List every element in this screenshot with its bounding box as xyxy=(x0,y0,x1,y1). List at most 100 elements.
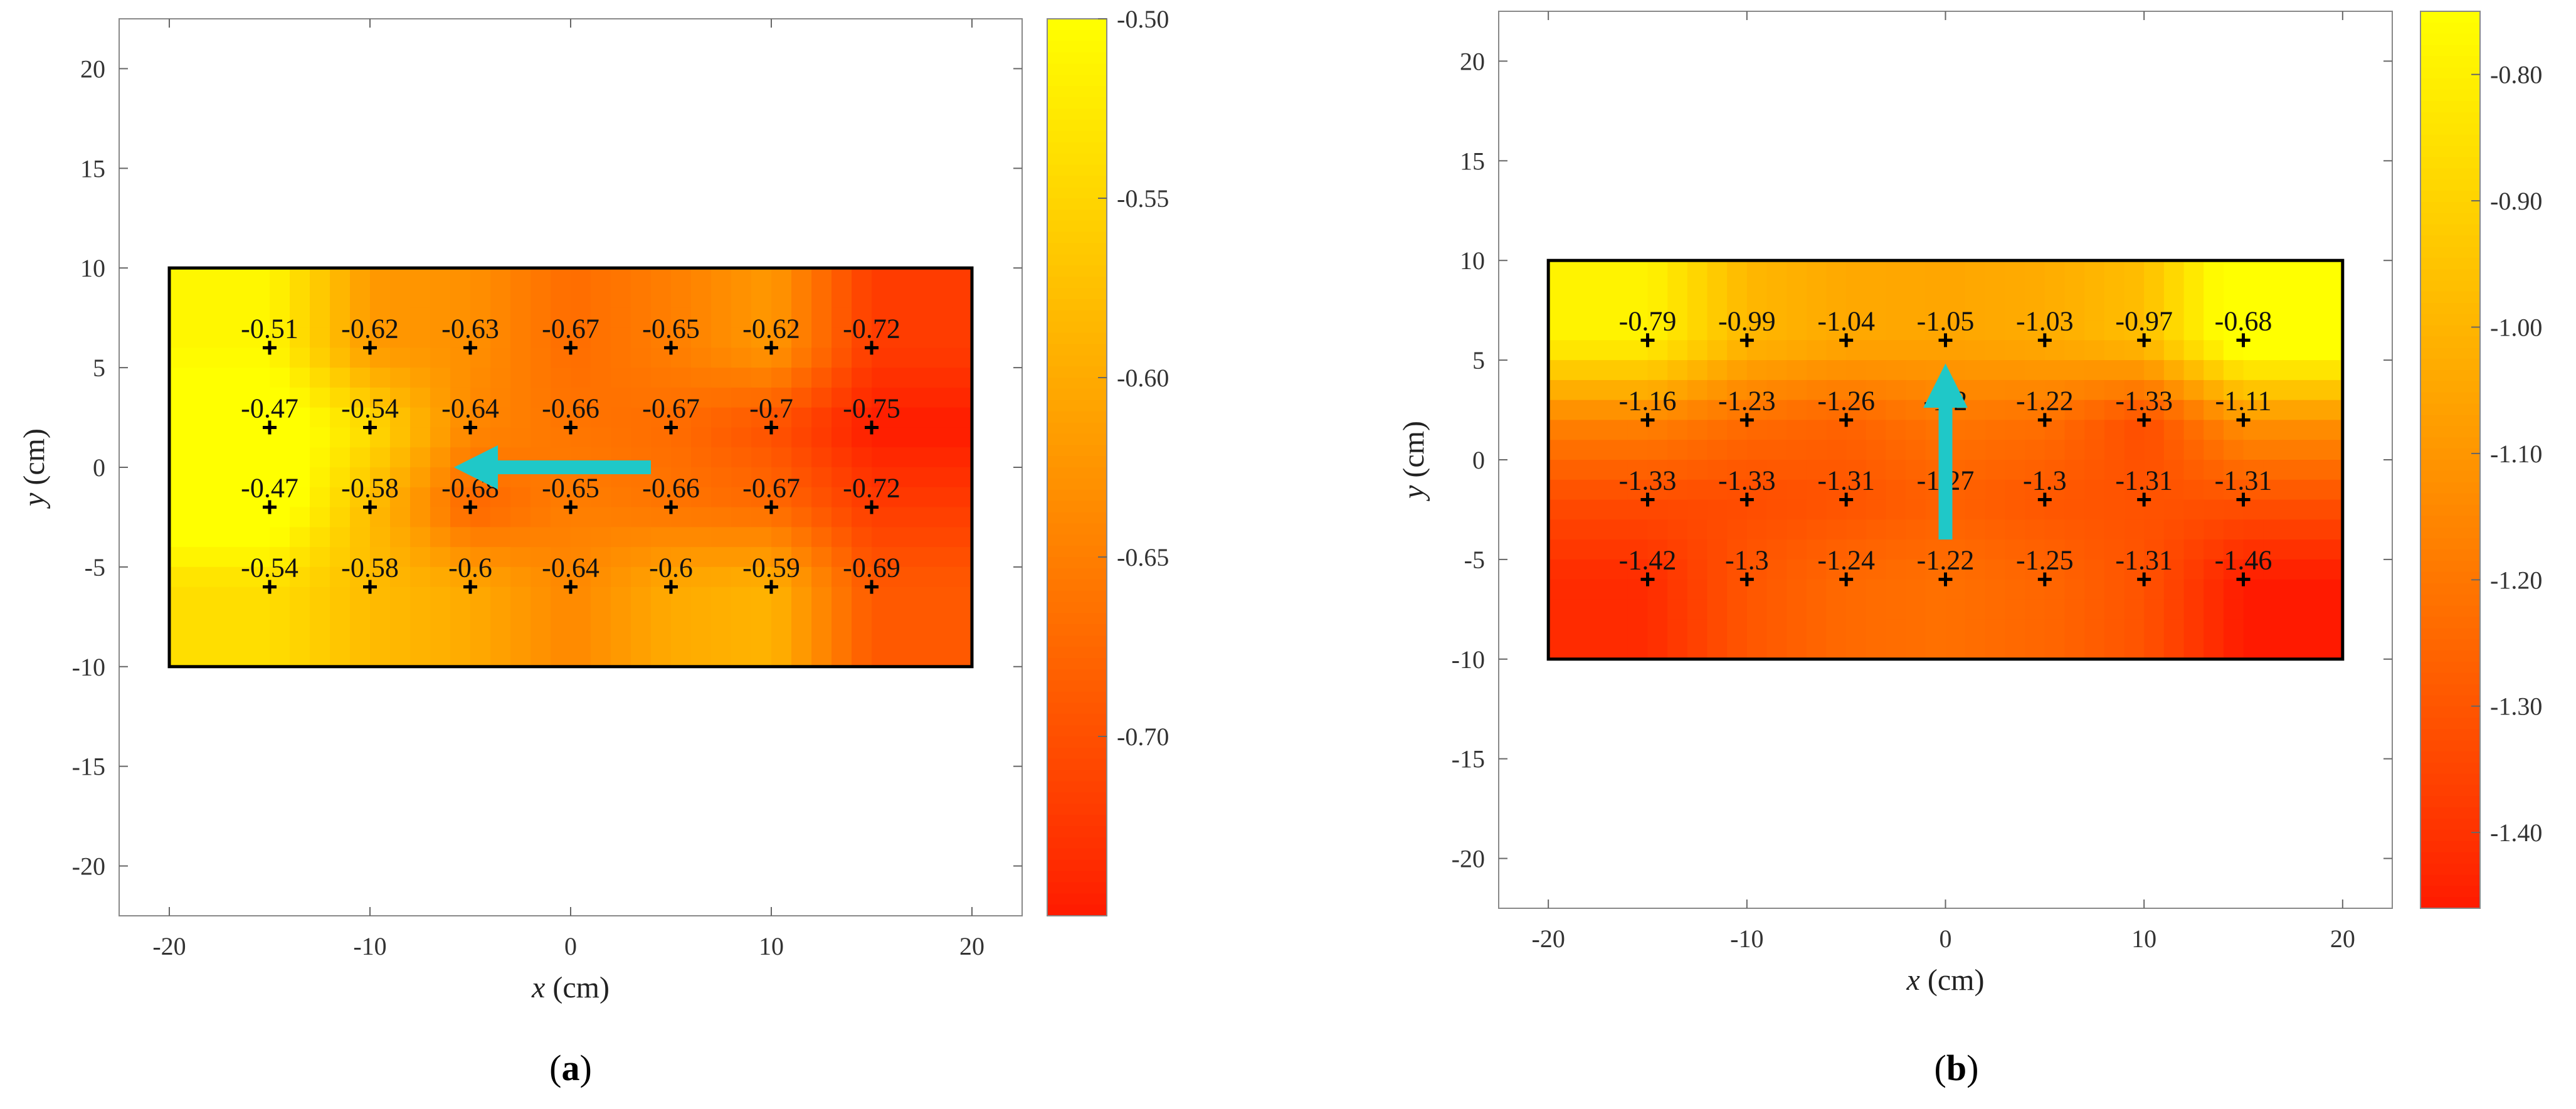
colorbar-segment xyxy=(1047,848,1107,861)
heatmap-cell xyxy=(1826,360,1847,381)
heatmap-cell xyxy=(470,607,491,628)
heatmap-cell xyxy=(531,507,551,528)
heatmap-cell xyxy=(751,507,772,528)
heatmap-cell xyxy=(2025,579,2045,600)
heatmap-cell xyxy=(2243,379,2264,401)
x-axis-label-unit: (cm) xyxy=(545,971,610,1004)
data-label: -0.68 xyxy=(441,473,499,504)
heatmap-cell xyxy=(2163,379,2185,401)
heatmap-cell xyxy=(791,487,812,508)
heatmap-cell xyxy=(350,348,371,368)
colorbar-segment xyxy=(2420,897,2480,909)
heatmap-cell xyxy=(1826,599,1847,620)
heatmap-cell xyxy=(1647,539,1668,560)
heatmap-cell xyxy=(189,307,210,329)
heatmap-cell xyxy=(370,547,391,568)
heatmap-cell xyxy=(711,527,732,548)
y-axis-label: y (cm) xyxy=(1397,421,1430,502)
colorbar-tick-label: -0.65 xyxy=(1117,543,1169,571)
heatmap-cell xyxy=(691,288,712,309)
colorbar-segment xyxy=(1047,725,1107,737)
heatmap-cell xyxy=(2005,440,2025,460)
heatmap-cell xyxy=(1647,320,1668,341)
heatmap-cell xyxy=(2283,260,2304,281)
heatmap-cell xyxy=(531,368,551,388)
data-label: -0.54 xyxy=(241,553,298,583)
colorbar-segment xyxy=(2420,527,2480,539)
colorbar-segment xyxy=(1047,277,1107,289)
heatmap-cell xyxy=(631,307,652,329)
heatmap-cell xyxy=(430,507,451,528)
heatmap-cell xyxy=(2204,539,2224,560)
heatmap-cell xyxy=(611,527,631,548)
heatmap-cell xyxy=(1627,639,1649,660)
heatmap-cell xyxy=(2263,579,2284,600)
heatmap-cell xyxy=(390,467,411,488)
heatmap-cell xyxy=(1608,599,1628,620)
heatmap-cell xyxy=(1548,379,1569,401)
heatmap-cell xyxy=(1826,519,1847,540)
colorbar-segment xyxy=(1047,198,1107,210)
data-point-marker xyxy=(2236,413,2251,427)
colorbar-segment xyxy=(1047,882,1107,894)
heatmap-cell xyxy=(952,268,973,289)
heatmap-cell xyxy=(651,307,672,329)
heatmap-cell xyxy=(430,427,451,448)
colorbar-segment xyxy=(2420,22,2480,34)
heatmap-cell xyxy=(1647,460,1668,480)
heatmap-cell xyxy=(1608,479,1628,501)
heatmap-cell xyxy=(852,288,872,309)
heatmap-cell xyxy=(751,566,772,588)
heatmap-cell xyxy=(531,547,551,568)
data-point-marker xyxy=(463,341,477,355)
heatmap-cell xyxy=(2183,280,2204,301)
heatmap-cell xyxy=(1707,280,1728,301)
heatmap-cell xyxy=(2005,260,2025,281)
heatmap-cell xyxy=(2223,440,2244,460)
heatmap-cell xyxy=(230,368,250,388)
heatmap-cell xyxy=(2323,479,2343,501)
colorbar-segment xyxy=(2420,381,2480,393)
x-tick-label: -10 xyxy=(353,932,386,960)
colorbar-tick-label: -1.00 xyxy=(2490,314,2542,342)
heatmap-cell xyxy=(611,547,631,568)
data-point-marker xyxy=(263,500,277,514)
region-outline xyxy=(167,266,974,669)
heatmap-cell xyxy=(932,547,953,568)
data-label: -1.22 xyxy=(2016,385,2074,416)
heatmap-cell xyxy=(2044,300,2066,321)
heatmap-cell xyxy=(932,288,953,309)
heatmap-cell xyxy=(1846,579,1867,600)
heatmap-cell xyxy=(1727,280,1748,301)
heatmap-cell xyxy=(2144,420,2165,441)
heatmap-cell xyxy=(2323,460,2343,480)
colorbar-segment xyxy=(1047,647,1107,659)
heatmap-cell xyxy=(450,387,471,408)
heatmap-cell xyxy=(892,368,912,388)
heatmap-cell xyxy=(290,647,310,667)
heatmap-cell xyxy=(169,447,190,468)
heatmap-cell xyxy=(2044,539,2066,560)
heatmap-cell xyxy=(531,427,551,448)
heatmap-cell xyxy=(2144,539,2165,560)
heatmap-cell xyxy=(2263,340,2284,361)
heatmap-cell xyxy=(1548,519,1569,540)
y-tick-label: 20 xyxy=(80,55,105,83)
heatmap-cell xyxy=(2124,360,2145,381)
heatmap-cell xyxy=(350,327,371,349)
heatmap-cell xyxy=(1687,619,1708,640)
data-point-marker xyxy=(363,580,377,594)
colorbar-segment xyxy=(2420,168,2480,181)
heatmap-cell xyxy=(1965,420,1986,441)
heatmap-cell xyxy=(1568,639,1589,660)
heatmap-cell xyxy=(2044,599,2066,620)
heatmap-cell xyxy=(671,387,692,408)
heatmap-cell xyxy=(751,627,772,647)
heatmap-cell xyxy=(430,487,451,508)
heatmap-cell xyxy=(1766,320,1787,341)
heatmap-cell xyxy=(1787,460,1807,480)
heatmap-cell xyxy=(711,586,732,608)
heatmap-cell xyxy=(2025,599,2045,620)
heatmap-cell xyxy=(651,327,672,349)
heatmap-cell xyxy=(370,487,391,508)
